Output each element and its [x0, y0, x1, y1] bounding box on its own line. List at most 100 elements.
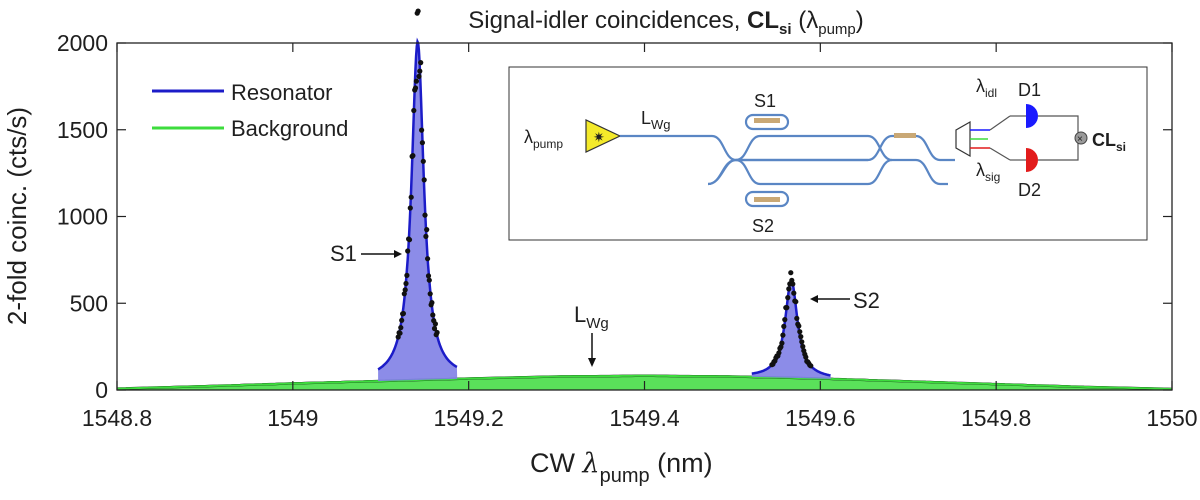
waveguide-heater: [894, 133, 916, 138]
y-axis-ticks: 0 500 1000 1500 2000: [57, 30, 1172, 403]
data-point: [419, 127, 425, 133]
idler-path-2: [989, 115, 1011, 131]
demultiplexer-icon: [955, 120, 971, 158]
inset-waveguide-label: LWg: [641, 108, 671, 132]
data-point: [432, 321, 438, 327]
data-point: [788, 270, 794, 276]
data-point: [784, 305, 790, 311]
data-point: [429, 300, 435, 306]
data-point: [404, 272, 410, 278]
signal-path-2: [989, 147, 1011, 161]
data-point: [420, 158, 426, 164]
measured-points: [395, 8, 814, 369]
data-point: [418, 60, 424, 66]
resonator-peak-fill-2: [751, 280, 831, 379]
legend: Resonator Background: [152, 80, 348, 141]
data-point: [780, 332, 786, 338]
annotation-lwg-arrowhead: [588, 358, 596, 367]
data-point: [401, 291, 407, 297]
y-tick-label: 0: [95, 377, 108, 403]
inset-detector2-label: D2: [1018, 180, 1041, 200]
inset-coincidence-label: CLsi: [1092, 130, 1126, 154]
x-tick-label: 1548.8: [82, 405, 152, 431]
waveguide-lower-2: [707, 158, 737, 186]
data-point: [417, 68, 423, 74]
data-point: [431, 325, 438, 332]
data-point: [402, 287, 408, 293]
x-axis-label: CW λpump (nm): [530, 448, 713, 487]
laser-star-icon: ✷: [593, 129, 605, 145]
inset-signal-label: λsig: [976, 160, 1000, 184]
data-point: [796, 323, 802, 329]
detector-d2-icon: [1026, 148, 1038, 172]
data-point: [785, 295, 791, 301]
x-tick-label: 1549.2: [433, 405, 503, 431]
data-point: [793, 299, 799, 305]
data-point: [410, 153, 416, 159]
inset-schematic: λpump ✷ LWg S1 S2 λidl λsig: [508, 66, 1148, 241]
data-point: [397, 330, 403, 336]
data-point: [797, 329, 803, 335]
detector-d1-icon: [1026, 104, 1038, 128]
data-point: [434, 329, 440, 336]
x-tick-label: 1550: [1146, 405, 1197, 431]
annotation-s2: S2: [853, 288, 880, 313]
data-point: [798, 334, 804, 340]
inset-frame: [508, 66, 1148, 241]
data-point: [411, 107, 417, 114]
ring-s1-heater: [754, 118, 780, 123]
annotation-s1: S1: [330, 241, 357, 266]
data-point: [424, 227, 430, 233]
data-point: [426, 277, 432, 283]
data-point: [808, 363, 814, 369]
data-point: [408, 194, 414, 200]
data-point: [790, 281, 796, 287]
y-tick-label: 1000: [57, 204, 108, 230]
data-point: [800, 343, 806, 350]
data-point: [803, 354, 809, 360]
legend-label-background: Background: [231, 116, 348, 141]
legend-label-resonator: Resonator: [231, 80, 333, 105]
data-point: [413, 78, 419, 84]
data-point: [791, 290, 797, 296]
data-point: [779, 340, 785, 346]
multiply-icon: ×: [1077, 134, 1083, 145]
data-point: [406, 237, 413, 243]
data-point: [416, 73, 422, 79]
ring-s2: [744, 190, 790, 208]
data-point: [794, 315, 800, 321]
annotation-lwg: LWg: [574, 302, 609, 332]
y-tick-label: 2000: [57, 30, 108, 56]
data-point: [776, 350, 782, 356]
y-axis-label: 2-fold coinc. (cts/s): [2, 107, 32, 325]
data-point: [430, 312, 436, 318]
inset-detector1-label: D1: [1018, 80, 1041, 100]
data-point: [786, 286, 792, 292]
data-point: [781, 323, 787, 329]
x-tick-label: 1549.6: [785, 405, 855, 431]
data-point: [407, 205, 413, 211]
data-point: [412, 85, 419, 91]
data-point: [423, 233, 429, 239]
data-point: [422, 212, 428, 218]
y-tick-label: 1500: [57, 117, 108, 143]
pump-laser-icon: [585, 119, 622, 153]
data-point: [399, 317, 405, 323]
annotation-s1-arrowhead: [394, 250, 402, 258]
inset-pump-label: λpump: [524, 127, 563, 151]
x-tick-label: 1549: [267, 405, 318, 431]
ring-s1: [744, 113, 790, 131]
waveguide-lower-3: [735, 158, 948, 186]
data-point: [425, 256, 431, 262]
x-tick-label: 1549.8: [961, 405, 1031, 431]
data-point: [421, 177, 427, 183]
data-point: [782, 317, 788, 323]
resonator-peak-line-1: [377, 37, 458, 371]
data-point: [398, 325, 404, 331]
inset-idler-label: λidl: [976, 76, 997, 100]
chart-title: Signal-idler coincidences, CLsi (λpump): [468, 7, 864, 38]
annotations: S1 S2 LWg: [330, 241, 880, 367]
coincidence-counter-icon: [1074, 131, 1088, 145]
data-point: [403, 280, 409, 287]
